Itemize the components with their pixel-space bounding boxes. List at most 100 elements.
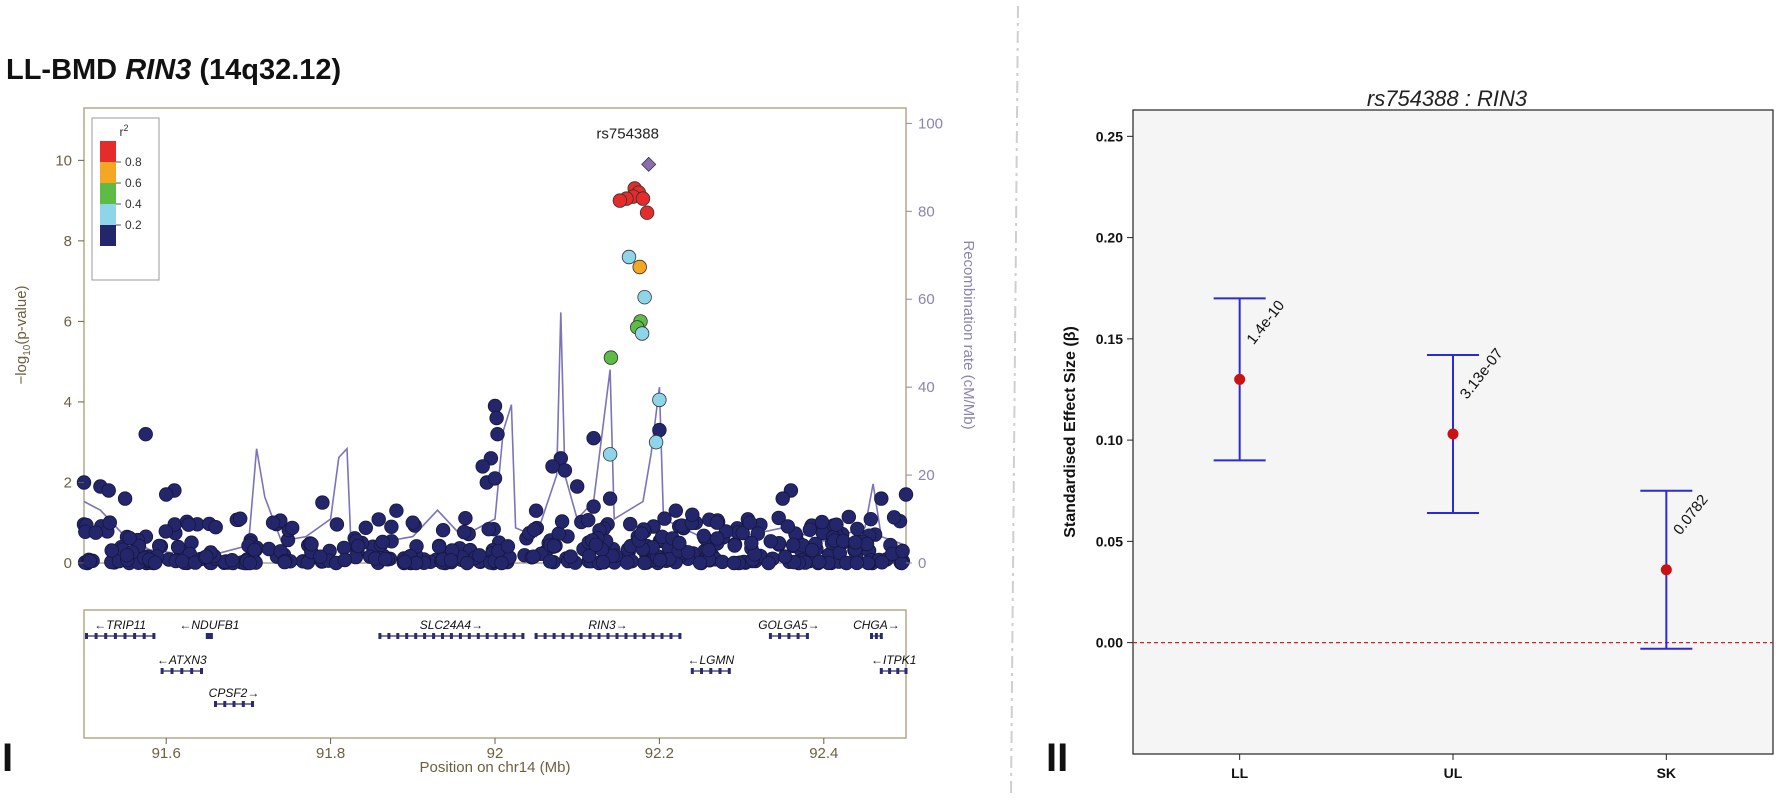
legend-swatch: [100, 183, 116, 204]
gene-exon: [660, 633, 664, 639]
background-snp-point: [726, 555, 742, 571]
background-snp-point: [652, 422, 667, 438]
background-snp-point: [88, 525, 104, 540]
background-snp-point: [634, 526, 649, 541]
lead-snp-diamond: [641, 156, 657, 172]
background-snp-point: [582, 548, 597, 564]
gene-exon: [414, 633, 418, 639]
background-snp-point: [265, 515, 281, 530]
gene-exon: [896, 668, 900, 674]
effect-y-tick-label: 0.25: [1096, 128, 1123, 144]
background-snp-point: [595, 555, 611, 570]
gene-exon: [874, 633, 878, 639]
gene-exon: [904, 668, 908, 674]
background-snp-point: [668, 503, 684, 518]
background-snp-point: [744, 535, 759, 551]
background-snp-point: [158, 487, 174, 502]
gene-exon: [651, 633, 655, 639]
r2-legend: r2 0.8 0.6 0.4 0.2: [91, 117, 160, 281]
background-snp-point: [337, 552, 353, 568]
background-snp-point: [181, 517, 196, 532]
gene-label: CHGA→: [853, 618, 900, 632]
background-snp-point: [122, 530, 137, 546]
background-snp-point: [199, 549, 214, 564]
background-snp-point: [735, 525, 750, 541]
gene-label: CPSF2→: [209, 686, 260, 700]
right-y-tick-label: 20: [918, 467, 935, 484]
background-snp-point: [285, 520, 300, 536]
gene-exon: [700, 668, 703, 674]
background-snp-point: [138, 427, 153, 442]
background-snp-point: [375, 534, 390, 550]
gene-exon: [768, 633, 772, 639]
background-snp-point: [456, 524, 472, 540]
linked-snp-point: [637, 290, 652, 305]
linked-snp-point: [632, 259, 647, 275]
background-snp-point: [771, 510, 786, 526]
effect-x-axis-ticks: LL UL SK: [1231, 754, 1676, 781]
background-snp-point: [208, 520, 223, 535]
background-snp-point: [117, 491, 133, 506]
background-snp-point: [313, 549, 328, 564]
background-snp-point: [836, 533, 851, 549]
gene-track-frame: [83, 609, 907, 739]
background-snp-point: [829, 517, 844, 532]
gene-exon: [870, 633, 873, 639]
background-snp-point: [490, 427, 505, 442]
linked-snp-point: [634, 326, 650, 341]
x-tick-label: 91.8: [316, 745, 345, 762]
gene-exon: [787, 633, 791, 639]
background-snp-point: [557, 463, 573, 478]
effect-size-plot: rs754388 : RIN3 0.00 0.05 0.10 0.15 0.20 0.25…: [1046, 86, 1774, 781]
panel-label-left: I: [2, 736, 13, 780]
gene-exon: [142, 633, 146, 639]
background-snp-point: [475, 459, 490, 474]
y-tick-label: 0: [64, 555, 72, 572]
gene-label: ←TRIP11: [94, 618, 146, 632]
right-y-tick-label: 40: [918, 379, 935, 396]
background-snp-point: [304, 537, 319, 552]
background-snp-point: [874, 555, 890, 570]
gene-label: SLC24A4→: [420, 618, 483, 632]
gene-exon: [521, 633, 525, 639]
background-snp-point: [777, 549, 793, 564]
gene-label: ←ITPK1: [871, 653, 916, 667]
legend-label: 0.6: [125, 176, 142, 190]
background-snp-point: [458, 511, 473, 526]
right-y-tick-label: 80: [918, 203, 935, 220]
gene-exon: [579, 633, 583, 639]
gene-exon: [200, 668, 203, 674]
background-snp-point: [336, 540, 352, 556]
effect-y-tick-label: 0.10: [1096, 432, 1123, 448]
background-snp-point: [158, 524, 174, 539]
background-snp-point: [685, 507, 700, 522]
background-snp-point: [586, 431, 601, 446]
gene-exon: [796, 633, 800, 639]
legend-swatch: [100, 204, 116, 225]
linked-snp-point: [612, 193, 628, 208]
gene-label: RIN3→: [588, 618, 627, 632]
legend-swatch: [100, 141, 116, 162]
lead-snp-label: rs754388: [596, 125, 659, 142]
gene-exon: [104, 633, 108, 639]
background-snp-point: [570, 479, 585, 494]
background-snp-point: [527, 522, 542, 537]
background-snp-point: [849, 555, 865, 571]
background-snp-point: [581, 513, 596, 528]
background-snp-point: [261, 541, 277, 557]
gene-exon: [888, 668, 892, 674]
linked-snp-points: [602, 181, 667, 462]
background-snp-point: [586, 499, 601, 514]
x-tick-label: 92.2: [645, 745, 674, 762]
background-snp-point: [623, 516, 638, 532]
gene-exon: [633, 633, 637, 639]
gene-exon: [879, 668, 883, 674]
gene-exon: [552, 633, 556, 639]
background-snp-point: [431, 539, 447, 554]
background-snp-point: [637, 555, 652, 571]
background-snp-point: [487, 398, 503, 414]
background-snp-point: [554, 514, 570, 529]
background-snp-point: [384, 519, 399, 535]
gene-label: ←LGMN: [687, 653, 734, 667]
